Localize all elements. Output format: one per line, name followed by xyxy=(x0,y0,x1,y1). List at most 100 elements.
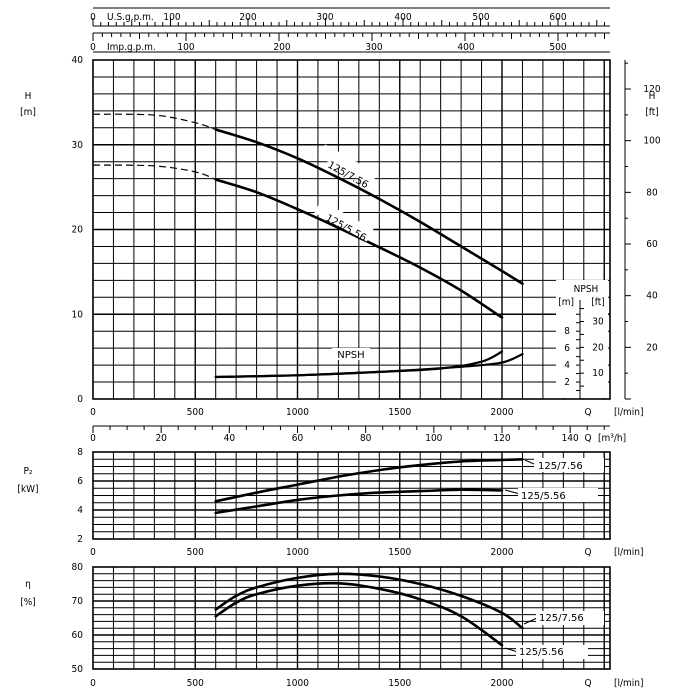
head-y-tick-label: 20 xyxy=(72,225,84,236)
npsh-ft-tick-label: 30 xyxy=(592,317,604,328)
npsh-m-tick-label: 8 xyxy=(564,326,570,337)
power-curve-label-125-5-56: 125/5.56 xyxy=(521,491,566,502)
head-x-axis-unit: [l/min] xyxy=(614,407,644,418)
top-axis-2-title: Imp.g.p.m. xyxy=(107,42,156,53)
efficiency-curve-125-7-56 xyxy=(214,572,524,630)
npsh-ft-tick-label: 20 xyxy=(592,342,604,353)
power-curve-label-125-7-56: 125/7.56 xyxy=(538,461,583,472)
efficiency-leader-125-7-56 xyxy=(523,617,538,625)
m3h-tick-label: 40 xyxy=(224,433,236,444)
efficiency-x-axis-unit: [l/min] xyxy=(614,678,644,689)
head-y-tick-label: 40 xyxy=(72,55,84,66)
efficiency-x-tick-label: 1500 xyxy=(388,678,411,689)
head-ft-tick-label: 120 xyxy=(643,84,660,95)
npsh-label-bg xyxy=(332,348,370,360)
head-x-tick-label: 1000 xyxy=(286,407,309,418)
head-label-bg-2 xyxy=(314,200,374,242)
power-curve-125-5-56 xyxy=(214,488,504,515)
head-label-bg-1 xyxy=(318,144,378,186)
power-curve-125-7-56 xyxy=(214,458,524,503)
top-axis-1-tick-label: 200 xyxy=(239,12,256,23)
m3h-tick-label: 60 xyxy=(292,433,304,444)
efficiency-x-tick-label: 500 xyxy=(187,678,204,689)
head-curve-extrapolated-125-5-56 xyxy=(92,164,216,181)
power-x-tick-label: 0 xyxy=(90,547,96,558)
head-ft-tick-label: 100 xyxy=(643,136,660,147)
power-y-tick-label: 2 xyxy=(77,534,83,545)
power-label-bg-2 xyxy=(518,488,598,502)
power-label-bg-1 xyxy=(534,458,604,472)
efficiency-y-axis-title: η xyxy=(25,579,31,590)
npsh-axis-title: NPSH xyxy=(574,284,599,295)
head-x-tick-label: 1500 xyxy=(388,407,411,418)
power-y-tick-label: 8 xyxy=(77,447,83,458)
power-leader-125-7-56 xyxy=(524,459,535,465)
efficiency-y-axis-unit: [%] xyxy=(20,597,36,608)
top-axis-1-tick-label: 600 xyxy=(549,12,566,23)
power-x-tick-label: 2000 xyxy=(491,547,514,558)
power-leader-125-5-56 xyxy=(504,489,521,495)
power-x-tick-label: 1500 xyxy=(388,547,411,558)
efficiency-curve-label-125-5-56: 125/5.56 xyxy=(519,647,564,658)
power-y-axis-unit: [kW] xyxy=(17,484,38,495)
head-ft-tick-label: 60 xyxy=(646,239,658,250)
m3h-tick-label: 0 xyxy=(90,433,96,444)
power-x-tick-label: 1000 xyxy=(286,547,309,558)
curves-layer xyxy=(92,113,538,653)
head-ft-tick-label: 40 xyxy=(646,291,658,302)
efficiency-curve-125-5-56 xyxy=(214,581,504,647)
efficiency-curve-label-125-7-56: 125/7.56 xyxy=(539,613,584,624)
m3h-tick-label: 20 xyxy=(155,433,167,444)
efficiency-label-bg-1 xyxy=(536,611,604,625)
power-x-tick-label: 500 xyxy=(187,547,204,558)
m3h-tick-label: 120 xyxy=(493,433,510,444)
top-axis-1-tick-label: 100 xyxy=(163,12,180,23)
power-x-axis-title: Q xyxy=(584,547,591,558)
top-axis-2-tick-label: 100 xyxy=(177,42,194,53)
npsh-m-tick-label: 4 xyxy=(564,360,570,371)
efficiency-y-tick-label: 60 xyxy=(72,630,84,641)
power-x-axis-unit: [l/min] xyxy=(614,547,644,558)
head-x-axis-title: Q xyxy=(584,407,591,418)
power-y-axis-title: P₂ xyxy=(23,466,32,477)
m3h-tick-label: 80 xyxy=(360,433,372,444)
grid-layer xyxy=(92,7,631,670)
top-axis-1-tick-label: 500 xyxy=(472,12,489,23)
m3h-axis-unit: [m³/h] xyxy=(598,433,626,444)
efficiency-leader-125-5-56 xyxy=(504,647,519,653)
top-axis-2-tick-label: 0 xyxy=(90,42,96,53)
efficiency-x-tick-label: 2000 xyxy=(491,678,514,689)
top-axis-1-tick-label: 300 xyxy=(316,12,333,23)
npsh-m-tick-label: 6 xyxy=(564,343,570,354)
efficiency-x-tick-label: 1000 xyxy=(286,678,309,689)
top-axis-2-tick-label: 200 xyxy=(273,42,290,53)
power-y-tick-label: 6 xyxy=(77,476,83,487)
top-axis-2-tick-label: 500 xyxy=(549,42,566,53)
m3h-tick-label: 140 xyxy=(562,433,579,444)
head-ft-tick-label: 20 xyxy=(646,342,658,353)
top-axis-2-tick-label: 300 xyxy=(365,42,382,53)
head-curve-extrapolated-125-7-56 xyxy=(92,113,216,131)
efficiency-y-tick-label: 50 xyxy=(72,664,84,675)
top-axis-1-tick-label: 400 xyxy=(394,12,411,23)
head-x-tick-label: 0 xyxy=(90,407,96,418)
head-y-tick-label: 10 xyxy=(72,309,84,320)
head-x-tick-label: 2000 xyxy=(491,407,514,418)
head-y-axis-unit: [m] xyxy=(20,107,36,118)
efficiency-y-tick-label: 70 xyxy=(72,596,84,607)
head-ft-axis-title: H xyxy=(649,91,656,102)
efficiency-plot-frame xyxy=(92,566,611,670)
efficiency-x-tick-label: 0 xyxy=(90,678,96,689)
head-ft-tick-label: 80 xyxy=(646,187,658,198)
top-axis-1-tick-label: 0 xyxy=(90,12,96,23)
head-ft-axis-unit: [ft] xyxy=(645,107,659,118)
npsh-axis-background xyxy=(556,280,608,398)
top-axis-1-title: U.S.g.p.m. xyxy=(107,12,154,23)
m3h-axis-title: Q xyxy=(584,433,591,444)
head-curve-125-5-56 xyxy=(214,178,504,319)
efficiency-label-bg-2 xyxy=(516,645,588,659)
head-x-tick-label: 500 xyxy=(187,407,204,418)
npsh-ft-unit: [ft] xyxy=(591,297,605,308)
